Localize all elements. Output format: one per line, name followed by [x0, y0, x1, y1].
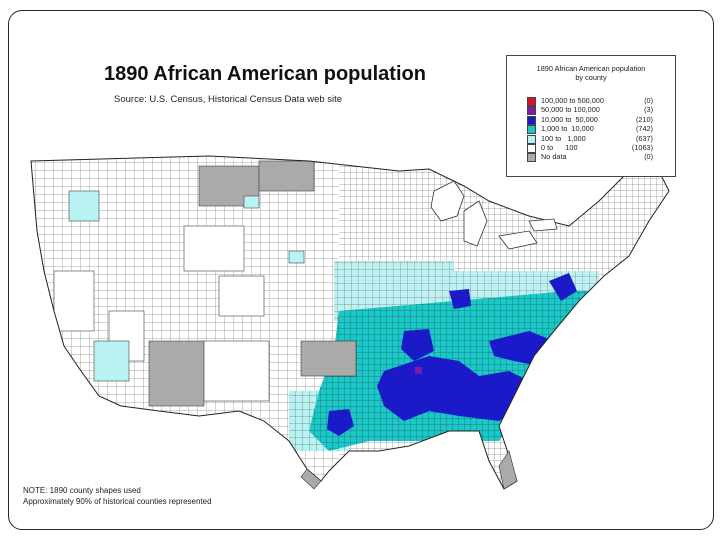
legend-rows: 100,000 to 500,000 (0) 50,000 to 100,000…: [527, 96, 667, 163]
legend-swatch: [527, 143, 536, 153]
legend-row-1k-10k: 1,000 to 10,000 (742): [527, 124, 667, 135]
map-source: Source: U.S. Census, Historical Census D…: [114, 94, 343, 105]
legend-swatch: [527, 134, 536, 144]
legend-row-0-100: 0 to 100 (1063): [527, 142, 667, 153]
map-title: 1890 African American population: [104, 63, 426, 85]
legend-count: (210): [635, 114, 653, 124]
legend-swatch: [527, 97, 536, 106]
legend-count: (3): [644, 105, 653, 115]
legend-row-10k-50k: 10,000 to 50,000 (210): [527, 114, 667, 125]
legend-title: 1890 African American population by coun…: [507, 64, 675, 82]
legend-swatch: [527, 153, 536, 163]
map-note: NOTE: 1890 county shapes used Approximat…: [23, 485, 212, 507]
legend-range: 100 to 1,000: [541, 133, 586, 143]
legend-range: 50,000 to 100,000: [541, 105, 600, 115]
legend-row-100k-500k: 100,000 to 500,000 (0): [527, 96, 667, 106]
legend-title-line1: 1890 African American population: [536, 64, 646, 73]
legend-range: No data: [541, 152, 567, 162]
legend-count: (637): [635, 133, 653, 143]
legend-range: 10,000 to 50,000: [541, 114, 598, 124]
legend-swatch: [527, 115, 536, 125]
note-line-1: NOTE: 1890 county shapes used: [23, 486, 141, 495]
slide-frame: 1890 African American population Source:…: [8, 10, 714, 530]
us-county-map: [9, 11, 713, 529]
map-legend: 1890 African American population by coun…: [506, 55, 676, 177]
legend-swatch: [527, 125, 536, 135]
legend-count: (1063): [631, 142, 653, 152]
legend-range: 1,000 to 10,000: [541, 124, 594, 134]
legend-swatch: [527, 106, 536, 116]
legend-range: 0 to 100: [541, 142, 578, 152]
legend-count: (742): [635, 124, 653, 134]
legend-row-50k-100k: 50,000 to 100,000 (3): [527, 105, 667, 116]
legend-row-no-data: No data (0): [527, 152, 667, 163]
legend-count: (0): [644, 152, 653, 162]
legend-count: (0): [644, 96, 653, 105]
note-line-2: Approximately 90% of historical counties…: [23, 497, 212, 506]
legend-row-100-1k: 100 to 1,000 (637): [527, 133, 667, 144]
legend-range: 100,000 to 500,000: [541, 96, 604, 105]
legend-title-line2: by county: [575, 73, 607, 82]
